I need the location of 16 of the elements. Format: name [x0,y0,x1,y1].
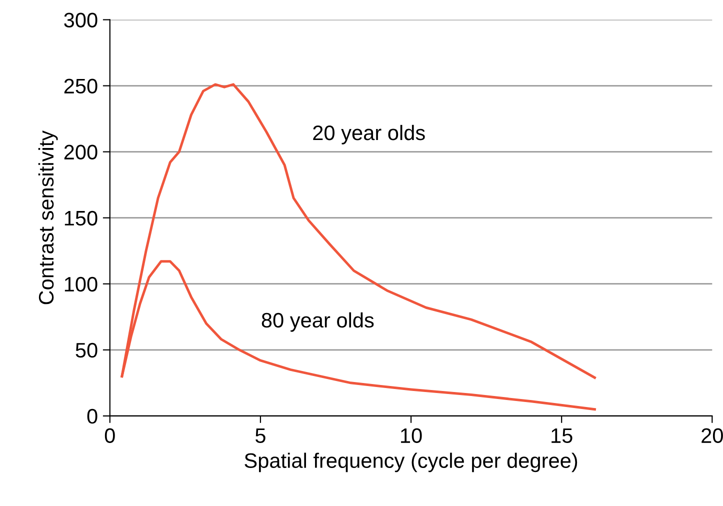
x-axis-title: Spatial frequency (cycle per degree) [244,452,578,472]
y-tick-label: 300 [64,12,98,28]
x-tick-label: 5 [256,428,266,444]
y-tick-label: 250 [64,78,98,94]
y-tick-label: 50 [76,342,98,358]
x-tick-label: 0 [104,428,115,444]
y-tick-label: 0 [87,408,98,424]
x-tick-label: 10 [401,428,422,444]
series-label: 20 year olds [313,124,425,144]
x-tick-label: 15 [552,428,572,444]
y-tick-label: 150 [64,210,98,226]
series-label: 80 year olds [262,312,374,332]
y-axis-title: Contrast sensitivity [38,130,58,304]
y-tick-label: 100 [64,276,98,292]
y-tick-label: 200 [64,144,98,160]
x-tick-label: 20 [702,428,723,444]
